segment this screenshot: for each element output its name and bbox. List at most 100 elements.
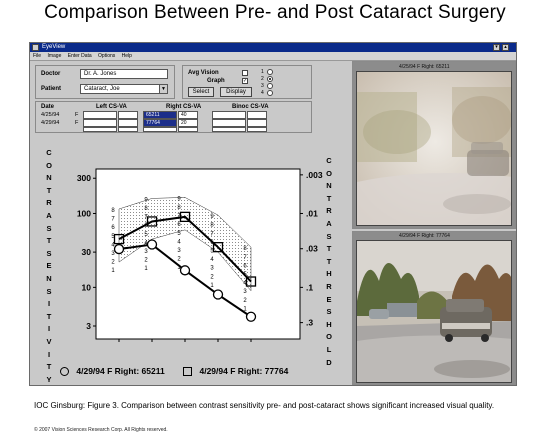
photo-post-surgery bbox=[356, 240, 512, 383]
scale-digit: 4 bbox=[111, 242, 115, 248]
row-2-binoc-id[interactable] bbox=[212, 119, 246, 127]
scale-digit: 2 bbox=[177, 257, 181, 263]
legend-series-2: 4/29/94 F Right: 77764 bbox=[199, 366, 289, 376]
select-button[interactable]: Select bbox=[188, 87, 214, 97]
scale-digit: 7 bbox=[111, 217, 115, 223]
y-right-tick-label: .03 bbox=[306, 244, 318, 254]
row-1-left-va[interactable] bbox=[118, 111, 138, 119]
series-1-point bbox=[113, 243, 125, 255]
radio-1[interactable] bbox=[267, 69, 273, 75]
scale-digit: 5 bbox=[177, 231, 181, 237]
maximize-icon[interactable]: ▴ bbox=[502, 44, 509, 51]
menu-file[interactable]: File bbox=[33, 53, 42, 59]
menu-help[interactable]: Help bbox=[121, 53, 132, 59]
scale-digit: 7 bbox=[243, 255, 247, 261]
photo-pane-2: 4/29/94 F Right: 77764 bbox=[352, 231, 516, 385]
circle-marker-icon bbox=[60, 367, 69, 377]
row-3-left-id[interactable] bbox=[83, 127, 117, 132]
scale-digit: 3 bbox=[111, 251, 115, 257]
doctor-field[interactable]: Dr. A. Jones bbox=[80, 69, 168, 79]
eyeview-window: EyeView ▾ ▴ File Image Enter Data Option… bbox=[29, 42, 517, 386]
scale-digit: 9 bbox=[210, 214, 214, 220]
row-2-date: 4/29/94 bbox=[41, 120, 60, 126]
radio-2-label: 2 bbox=[261, 76, 264, 82]
scale-digit: 5 bbox=[210, 249, 214, 255]
photo-2-caption: 4/29/94 F Right: 77764 bbox=[399, 233, 450, 239]
scale-digit: 5 bbox=[144, 232, 148, 238]
row-1-left-id[interactable] bbox=[83, 111, 117, 119]
scale-digit: 3 bbox=[210, 266, 214, 272]
row-1-date: 4/25/94 bbox=[41, 112, 60, 118]
row-3-left-va[interactable] bbox=[118, 127, 138, 132]
patient-value: Cataract, Joe bbox=[84, 86, 120, 92]
y-tick-label: 300 bbox=[77, 173, 91, 183]
scale-digit: 3 bbox=[144, 249, 148, 255]
scale-digit: 8 bbox=[177, 205, 181, 211]
series-1-point bbox=[146, 239, 158, 250]
legend: 4/29/94 F Right: 65211 4/29/94 F Right: … bbox=[60, 365, 288, 377]
photo-pre-surgery-image bbox=[357, 72, 511, 225]
scale-digit: 2 bbox=[210, 274, 214, 280]
minimize-icon[interactable]: ▾ bbox=[493, 44, 500, 51]
series-1-point bbox=[245, 311, 257, 322]
scale-digit: 3 bbox=[177, 248, 181, 254]
scale-digit: 8 bbox=[111, 208, 115, 214]
row-3-right-id[interactable] bbox=[143, 127, 177, 132]
patient-label: Patient bbox=[41, 86, 62, 92]
menu-image[interactable]: Image bbox=[47, 53, 62, 59]
radio-2[interactable] bbox=[267, 76, 273, 82]
series-2-point bbox=[146, 216, 158, 227]
row-3-binoc-va[interactable] bbox=[247, 127, 267, 132]
date-header: Date bbox=[41, 104, 55, 110]
radio-3[interactable] bbox=[267, 83, 273, 89]
scale-digit: 1 bbox=[210, 283, 214, 289]
series-1-point bbox=[179, 265, 191, 276]
radio-4[interactable] bbox=[267, 90, 273, 96]
display-button[interactable]: Display bbox=[220, 87, 252, 97]
window-title: EyeView bbox=[42, 44, 66, 50]
scale-digit: 7 bbox=[210, 231, 214, 237]
menu-enter-data[interactable]: Enter Data bbox=[67, 53, 92, 59]
row-1-right-va[interactable]: 40 bbox=[178, 111, 198, 119]
scale-digit: 6 bbox=[243, 263, 247, 269]
photo-pre-surgery bbox=[356, 71, 512, 226]
row-2-left-id[interactable] bbox=[83, 119, 117, 127]
row-2-sex: F bbox=[75, 120, 79, 126]
row-3-right-va[interactable] bbox=[178, 127, 198, 132]
scale-digit: 1 bbox=[144, 266, 148, 272]
menu-options[interactable]: Options bbox=[98, 53, 116, 59]
figure-caption: IOC Ginsburg: Figure 3. Comparison betwe… bbox=[34, 401, 495, 410]
row-1-binoc-va[interactable] bbox=[247, 111, 267, 119]
chevron-down-icon[interactable]: ▼ bbox=[159, 85, 167, 93]
graph-checkbox[interactable]: ✓ bbox=[242, 78, 248, 84]
system-menu-icon[interactable] bbox=[32, 44, 39, 51]
scale-digit: 4 bbox=[177, 239, 181, 245]
row-2-right-id[interactable]: 77764 bbox=[143, 119, 177, 127]
data-table: Date Left CS-VA Right CS-VA Binoc CS-VA … bbox=[35, 101, 312, 133]
row-3-binoc-id[interactable] bbox=[212, 127, 246, 132]
row-1-binoc-id[interactable] bbox=[212, 111, 246, 119]
row-2-binoc-va[interactable] bbox=[247, 119, 267, 127]
row-2-left-va[interactable] bbox=[118, 119, 138, 127]
series-2-point bbox=[179, 211, 191, 223]
avg-vision-checkbox[interactable] bbox=[242, 70, 248, 76]
scale-digit: 8 bbox=[243, 246, 247, 252]
y-right-tick-label: .003 bbox=[306, 170, 323, 180]
scale-digit: 9 bbox=[144, 197, 148, 203]
patient-dropdown[interactable]: Cataract, Joe ▼ bbox=[80, 84, 168, 94]
scale-digit: 8 bbox=[210, 223, 214, 229]
y-right-tick-label: .1 bbox=[306, 282, 313, 292]
copyright-notice: © 2007 Vision Sciences Research Corp. Al… bbox=[34, 427, 168, 433]
binoc-csva-header: Binoc CS-VA bbox=[232, 104, 269, 110]
row-2-right-va[interactable]: 20 bbox=[178, 119, 198, 127]
scale-digit: 4 bbox=[210, 257, 214, 263]
scale-digit: 5 bbox=[111, 234, 115, 240]
scale-digit: 8 bbox=[144, 206, 148, 212]
vision-panel: Avg Vision Graph ✓ 1 2 3 4 Select Displa… bbox=[182, 65, 312, 99]
row-1-right-id[interactable]: 65211 bbox=[143, 111, 177, 119]
y-tick-label: 10 bbox=[82, 282, 92, 292]
scale-digit: 3 bbox=[243, 289, 247, 295]
